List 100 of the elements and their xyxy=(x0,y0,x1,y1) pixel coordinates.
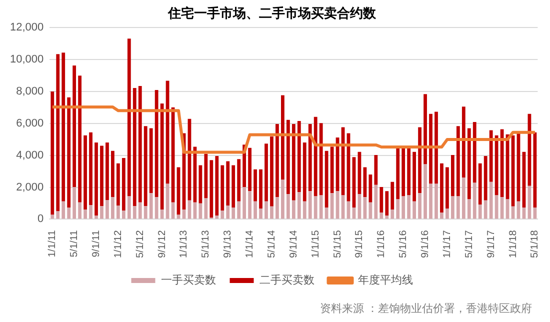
bar xyxy=(226,161,230,206)
bar xyxy=(385,216,389,219)
chart-title: 住宅一手市场、二手市场买卖合约数 xyxy=(167,5,377,20)
bar xyxy=(324,208,328,219)
bar xyxy=(100,206,104,219)
bar xyxy=(424,164,427,219)
bar xyxy=(484,200,488,219)
bar xyxy=(94,216,98,219)
bar xyxy=(264,144,268,202)
bar xyxy=(210,160,214,218)
bar xyxy=(106,200,109,219)
bar xyxy=(302,142,306,202)
bar xyxy=(204,198,208,219)
y-tick-label: 8,000 xyxy=(16,85,44,98)
bar xyxy=(380,212,384,219)
bar xyxy=(286,194,290,219)
bar xyxy=(237,159,241,202)
bar xyxy=(462,106,466,178)
bar xyxy=(374,184,378,219)
bar xyxy=(89,132,92,206)
bar xyxy=(429,184,432,219)
bar xyxy=(368,174,372,202)
bar xyxy=(308,191,312,219)
x-tick-label: 1/1/18 xyxy=(508,230,519,258)
x-tick-label: 1/1/13 xyxy=(178,230,190,258)
x-tick-label: 5/1/14 xyxy=(266,230,278,258)
bar xyxy=(160,210,164,219)
bar xyxy=(127,38,131,196)
legend-label: 年度平均线 xyxy=(358,274,413,287)
bar xyxy=(106,142,109,200)
bar xyxy=(56,211,60,219)
bar xyxy=(368,202,372,219)
bar xyxy=(412,152,416,202)
bar xyxy=(489,182,493,219)
bar xyxy=(111,197,114,219)
bar xyxy=(429,114,432,184)
x-tick-label: 1/1/12 xyxy=(112,230,124,258)
bar xyxy=(56,54,60,212)
x-tick-label: 9/1/15 xyxy=(354,230,366,258)
bar xyxy=(319,123,323,196)
x-tick-label: 9/1/16 xyxy=(420,230,432,258)
bar xyxy=(494,195,498,219)
bar xyxy=(484,156,488,200)
x-tick-label: 9/1/13 xyxy=(222,230,234,258)
bar xyxy=(314,196,318,219)
bar xyxy=(292,200,296,219)
bar xyxy=(259,169,262,208)
x-tick-label: 5/1/16 xyxy=(398,230,410,258)
bar xyxy=(149,128,153,194)
bar xyxy=(154,197,158,219)
bar xyxy=(215,216,219,219)
bar xyxy=(144,206,148,219)
x-tick-label: 9/1/17 xyxy=(486,230,497,258)
bar xyxy=(67,97,71,208)
bar xyxy=(232,165,236,208)
bar xyxy=(204,154,208,198)
bar xyxy=(478,204,482,219)
bar xyxy=(434,112,438,184)
bar xyxy=(418,127,422,194)
bar xyxy=(111,150,114,198)
bar xyxy=(396,199,400,219)
bar xyxy=(456,196,460,219)
bar xyxy=(144,126,148,206)
bar xyxy=(297,192,301,219)
bar xyxy=(292,124,296,200)
x-tick-label: 9/1/12 xyxy=(156,230,168,258)
bar xyxy=(446,167,449,208)
x-tick-label: 1/1/11 xyxy=(47,230,58,258)
bar xyxy=(254,201,257,219)
bar xyxy=(330,193,334,219)
bar xyxy=(297,121,301,192)
bar xyxy=(248,148,252,192)
bar xyxy=(456,126,460,196)
bar xyxy=(132,88,136,206)
bar xyxy=(281,180,284,219)
bar xyxy=(264,201,268,219)
bar xyxy=(270,136,274,206)
bar xyxy=(380,186,384,213)
bar xyxy=(462,178,466,219)
x-tick-label: 9/1/11 xyxy=(91,230,102,258)
bar xyxy=(467,128,471,200)
bar xyxy=(62,201,66,219)
bar xyxy=(385,191,389,216)
bar xyxy=(478,163,482,205)
bar xyxy=(494,135,498,196)
bar xyxy=(237,201,241,219)
bar xyxy=(84,135,87,210)
bar xyxy=(424,94,427,164)
bar xyxy=(84,210,87,219)
bar xyxy=(489,130,493,182)
bar xyxy=(533,208,537,219)
bar xyxy=(440,163,444,213)
bar xyxy=(308,124,312,192)
bar xyxy=(472,122,476,183)
bar xyxy=(72,186,76,219)
bar xyxy=(100,146,104,206)
bar xyxy=(446,208,449,219)
y-tick-label: 0 xyxy=(38,213,44,226)
bar xyxy=(407,195,411,219)
bar xyxy=(89,205,92,219)
